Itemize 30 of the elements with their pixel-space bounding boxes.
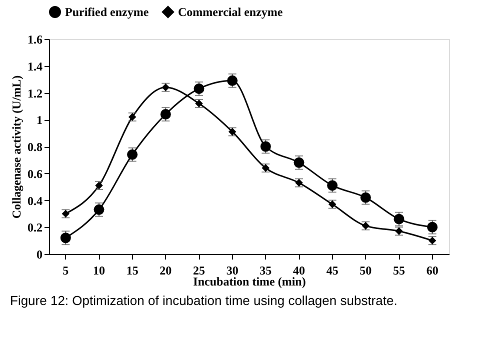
y-axis-title: Collagenase activity (U/mL): [10, 75, 24, 219]
y-tick-label: 1: [36, 113, 42, 128]
y-tick-label: 0.6: [28, 166, 42, 181]
y-tick-label: 1.4: [28, 59, 42, 74]
legend-label: Purified enzyme: [65, 5, 150, 19]
point: [194, 83, 204, 94]
x-tick-label: 45: [326, 264, 338, 278]
x-tick-label: 40: [293, 264, 305, 278]
x-tick-label: 35: [260, 264, 272, 278]
y-tick-label: 0.4: [28, 194, 42, 208]
x-tick-label: 5: [62, 264, 69, 278]
x-tick-label: 20: [160, 264, 172, 278]
y-tick-label: 1.2: [28, 86, 42, 100]
point: [327, 180, 338, 191]
point: [94, 204, 104, 215]
x-tick-label: 25: [193, 264, 205, 278]
legend-label: Commercial enzyme: [178, 5, 284, 19]
x-tick-label: 55: [393, 264, 405, 278]
x-tick-label: 60: [426, 264, 438, 278]
y-tick-label: 0.2: [28, 220, 42, 235]
y-tick-label: 0: [36, 248, 42, 262]
caption: Figure 12: Optimization of incubation time using collagen substrate.: [10, 293, 398, 308]
x-tick-label: 15: [126, 264, 138, 278]
x-tick-label: 10: [93, 264, 105, 278]
x-tick-label: 30: [226, 264, 238, 278]
x-tick-label: 50: [360, 264, 372, 278]
y-tick-label: 0.8: [28, 140, 42, 154]
y-tick-label: 1.6: [28, 32, 42, 46]
x-axis-title: Incubation time (min): [193, 274, 306, 288]
point: [227, 75, 238, 86]
